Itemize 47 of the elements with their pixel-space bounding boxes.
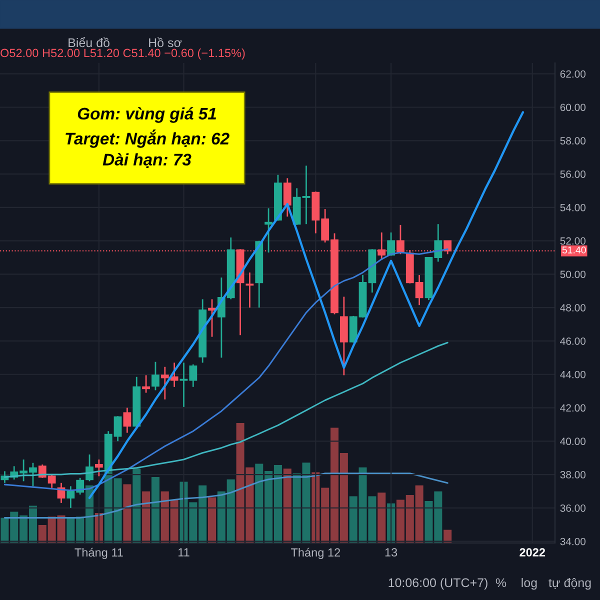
y-tick-label: 36.00 — [560, 504, 586, 512]
x-tick-label: 2022 — [520, 548, 546, 557]
bar — [142, 491, 150, 543]
candlestick — [387, 232, 395, 257]
y-tick-label: 56.00 — [560, 170, 586, 178]
text: tự động — [548, 578, 591, 590]
bar — [378, 492, 386, 543]
y-tick-label: 38.00 — [560, 471, 586, 478]
candlestick — [170, 362, 178, 388]
bar — [132, 468, 141, 543]
candlestick — [160, 366, 169, 400]
x-tick-label: Tháng 11 — [74, 548, 123, 560]
y-tick-label: 52.00 — [560, 237, 586, 245]
y-tick-label: 58.00 — [560, 137, 586, 145]
text: Biểu đồ — [68, 36, 110, 48]
y-tick-label: 44.00 — [560, 370, 586, 378]
candlestick — [283, 178, 292, 218]
y-tick-label: 50.00 — [560, 270, 586, 278]
candlestick — [264, 208, 272, 254]
x-tick-label: 13 — [385, 548, 398, 557]
bar — [283, 468, 292, 543]
y-tick-label: 60.00 — [560, 104, 586, 112]
annotation: Gom: vùng giá 51 Target: Ngắn hạn: 62 Dài hạn: 73 — [66, 107, 230, 168]
text: log — [522, 578, 537, 590]
bar — [123, 484, 132, 543]
candlestick — [152, 361, 160, 391]
y-tick-label: 46.00 — [560, 337, 586, 345]
text: % — [496, 578, 506, 588]
text: O52.00 H52.00 L51.20 C51.40 −0.60 (−1.15%) — [0, 48, 245, 60]
candlestick — [94, 458, 103, 477]
y-tick-label: 48.00 — [560, 304, 586, 312]
y-tick-label: 34.00 — [560, 538, 586, 546]
bar — [151, 477, 160, 543]
candlestick — [123, 407, 132, 434]
y-tick-label: 54.00 — [560, 204, 586, 212]
candlestick — [246, 272, 254, 308]
text: Hồ sơ — [149, 37, 182, 48]
text: 10:06:00 (UTC+7) — [388, 578, 488, 590]
ref-line-label: 51.40 — [562, 246, 586, 254]
y-tick-label: 40.00 — [560, 438, 586, 446]
candlestick — [86, 454, 94, 482]
x-tick-label: 11 — [178, 548, 190, 556]
x-tick-label: Tháng 12 — [290, 548, 340, 560]
candlestick — [142, 374, 150, 394]
bar — [208, 497, 216, 543]
y-tick-label: 42.00 — [560, 404, 586, 412]
y-tick-label: 62.00 — [560, 70, 586, 78]
